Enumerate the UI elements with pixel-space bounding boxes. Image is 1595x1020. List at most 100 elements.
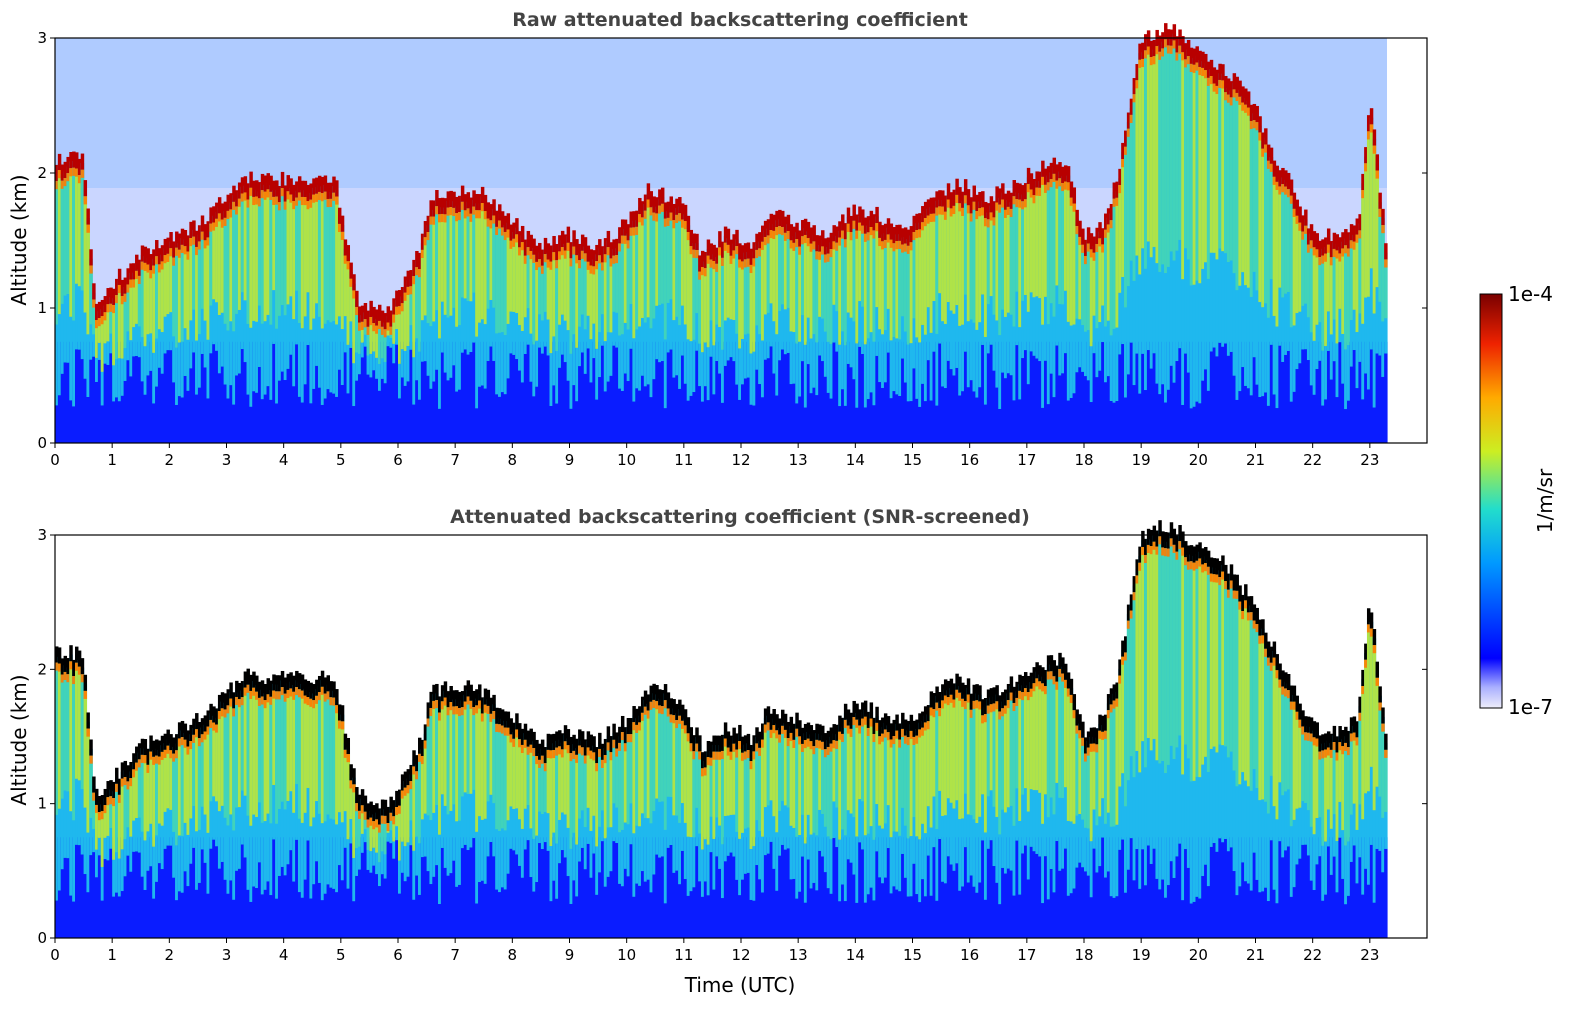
cloud-edge-cell bbox=[1224, 581, 1228, 590]
boundary-layer-cell bbox=[1169, 341, 1174, 443]
cloud-layer-cell bbox=[195, 230, 199, 247]
cloud-layer-cell bbox=[1292, 192, 1297, 209]
cloud-edge-cell bbox=[100, 316, 105, 325]
boundary-layer-cell bbox=[469, 341, 473, 443]
boundary-layer-cell bbox=[912, 837, 916, 938]
cloud-edge-cell bbox=[646, 710, 651, 719]
plume-core-cell bbox=[1003, 209, 1008, 317]
boundary-layer-cell bbox=[409, 341, 413, 443]
cloud-edge-cell bbox=[921, 727, 925, 736]
cloud-edge-cell bbox=[1041, 176, 1045, 185]
plume-core-cell bbox=[949, 694, 954, 803]
boundary-layer-cell bbox=[1166, 837, 1171, 938]
cloud-edge-cell bbox=[135, 762, 139, 771]
plume-core-cell bbox=[292, 201, 296, 320]
cloud-edge-cell bbox=[569, 753, 573, 762]
boundary-layer-cell bbox=[955, 837, 959, 938]
cloud-edge-cell bbox=[549, 261, 553, 270]
plume-core-cell bbox=[220, 708, 225, 806]
cloud-edge-cell bbox=[649, 207, 653, 216]
boundary-layer-cell bbox=[163, 341, 168, 443]
cloud-edge-cell bbox=[212, 222, 216, 231]
plume-core-cell bbox=[683, 725, 688, 823]
plume-core-cell bbox=[480, 203, 485, 320]
plume-core-cell bbox=[255, 196, 259, 322]
plume-core-cell bbox=[1189, 561, 1194, 782]
boundary-layer-cell bbox=[383, 341, 388, 443]
plume-core-cell bbox=[315, 193, 319, 304]
boundary-layer-cell bbox=[1043, 837, 1048, 938]
plume-core-cell bbox=[1146, 46, 1151, 242]
cloud-layer-cell bbox=[1226, 573, 1231, 590]
cloud-edge-cell bbox=[1121, 159, 1125, 168]
plume-core-cell bbox=[1304, 732, 1308, 804]
cloud-layer-cell bbox=[243, 176, 248, 193]
boundary-layer-cell bbox=[1078, 341, 1082, 443]
cloud-layer-cell bbox=[986, 203, 991, 220]
boundary-layer-cell bbox=[1175, 837, 1179, 938]
plume-core-cell bbox=[1269, 662, 1274, 776]
cloud-layer-cell bbox=[1315, 722, 1319, 739]
cloud-layer-cell bbox=[798, 230, 802, 247]
cloud-edge-cell bbox=[678, 213, 682, 222]
cloud-edge-cell bbox=[592, 266, 596, 275]
boundary-layer-cell bbox=[229, 837, 233, 938]
plume-core-cell bbox=[1309, 240, 1314, 333]
cloud-edge-cell bbox=[978, 208, 982, 217]
cloud-edge-cell bbox=[263, 191, 268, 200]
boundary-layer-cell bbox=[149, 837, 153, 938]
cloud-layer-cell bbox=[1369, 612, 1374, 629]
cloud-edge-cell bbox=[503, 231, 508, 241]
cloud-edge-cell bbox=[623, 743, 628, 752]
plume-core-cell bbox=[600, 262, 605, 315]
boundary-layer-cell bbox=[1292, 341, 1297, 443]
cloud-edge-cell bbox=[746, 258, 751, 267]
boundary-layer-cell bbox=[1241, 341, 1245, 443]
boundary-layer-cell bbox=[875, 837, 879, 938]
plume-core-cell bbox=[883, 729, 888, 824]
plume-core-cell bbox=[478, 210, 482, 323]
boundary-layer-cell bbox=[781, 837, 785, 938]
cloud-layer-cell bbox=[66, 156, 70, 174]
plume-core-cell bbox=[935, 702, 939, 830]
boundary-layer-cell bbox=[1252, 837, 1257, 938]
cloud-edge-cell bbox=[357, 810, 362, 819]
cloud-layer-cell bbox=[106, 781, 110, 798]
plume-core-cell bbox=[1249, 121, 1254, 297]
plume-core-cell bbox=[515, 234, 519, 314]
cloud-layer-cell bbox=[77, 650, 82, 667]
boundary-layer-cell bbox=[1366, 837, 1371, 938]
boundary-layer-cell bbox=[766, 341, 771, 443]
cloud-layer-cell bbox=[718, 231, 722, 248]
cloud-layer-cell bbox=[1018, 674, 1022, 691]
cloud-edge-cell bbox=[166, 253, 170, 262]
plume-core-cell bbox=[1306, 244, 1311, 318]
boundary-layer-cell bbox=[123, 341, 128, 443]
cloud-edge-cell bbox=[615, 748, 619, 757]
plume-core-cell bbox=[863, 716, 868, 836]
cloud-edge-cell bbox=[855, 719, 859, 728]
boundary-layer-cell bbox=[666, 837, 671, 938]
cloud-edge-cell bbox=[1226, 589, 1231, 598]
plume-core-cell bbox=[783, 232, 788, 310]
plume-core-cell bbox=[549, 750, 553, 847]
boundary-layer-cell bbox=[972, 341, 976, 443]
plume-core-cell bbox=[923, 722, 928, 834]
cloud-edge-cell bbox=[1321, 750, 1325, 759]
cloud-edge-cell bbox=[363, 319, 368, 328]
cloud-layer-cell bbox=[498, 708, 502, 725]
cloud-edge-cell bbox=[95, 320, 99, 329]
cloud-edge-cell bbox=[1304, 225, 1308, 234]
cloud-edge-cell bbox=[469, 700, 473, 709]
cloud-edge-cell bbox=[586, 261, 591, 270]
plume-core-cell bbox=[217, 711, 222, 812]
boundary-layer-cell bbox=[1155, 341, 1159, 443]
plume-core-cell bbox=[538, 759, 542, 812]
cloud-edge-cell bbox=[406, 286, 411, 296]
cloud-edge-cell bbox=[526, 746, 531, 755]
boundary-layer-cell bbox=[1209, 837, 1214, 938]
cloud-edge-cell bbox=[243, 687, 248, 696]
cloud-edge-cell bbox=[792, 739, 796, 748]
plume-core-cell bbox=[1215, 574, 1219, 753]
cloud-layer-cell bbox=[555, 731, 559, 748]
